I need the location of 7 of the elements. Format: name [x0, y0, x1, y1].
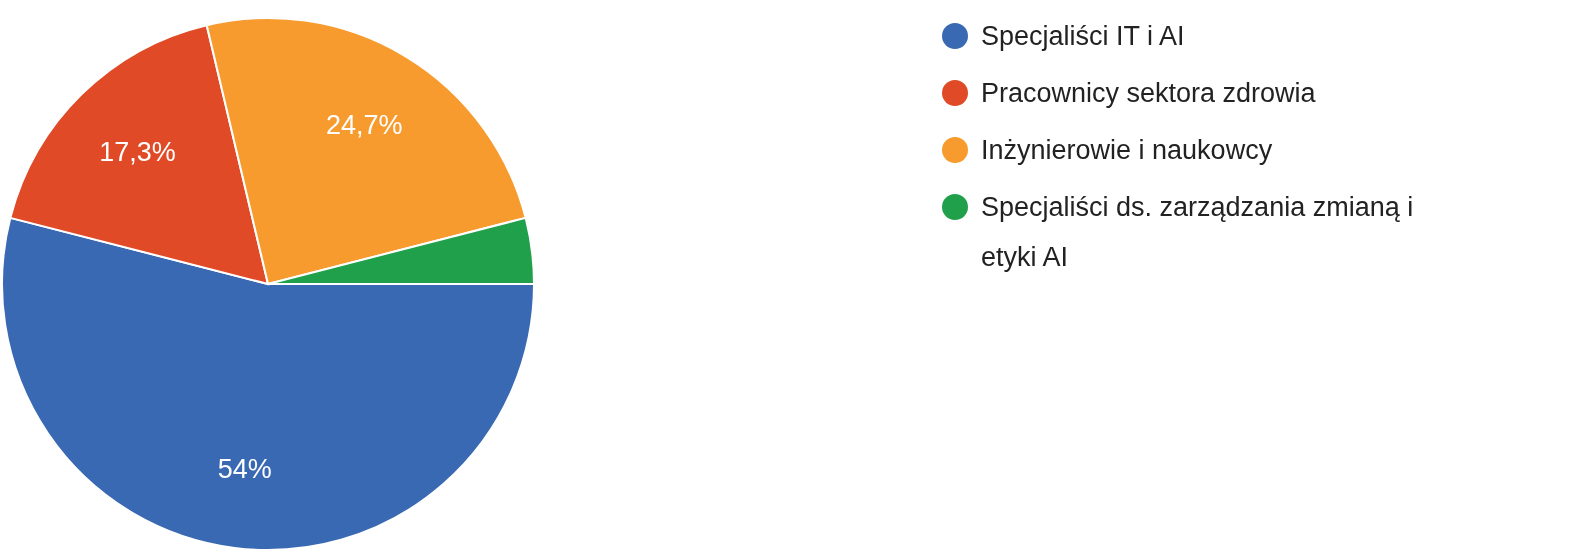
data-label: 54%: [217, 454, 272, 485]
legend-label: Inżynierowie i naukowcy: [981, 135, 1273, 166]
legend-label: Pracownicy sektora zdrowia: [981, 78, 1317, 109]
legend-label: Specjaliści ds. zarządzania zmianą i etyki AI: [981, 192, 1414, 273]
legend-label: Specjaliści IT i AI: [981, 21, 1185, 52]
data-label: 24,7%: [326, 110, 403, 141]
data-label: 17,3%: [99, 136, 176, 167]
